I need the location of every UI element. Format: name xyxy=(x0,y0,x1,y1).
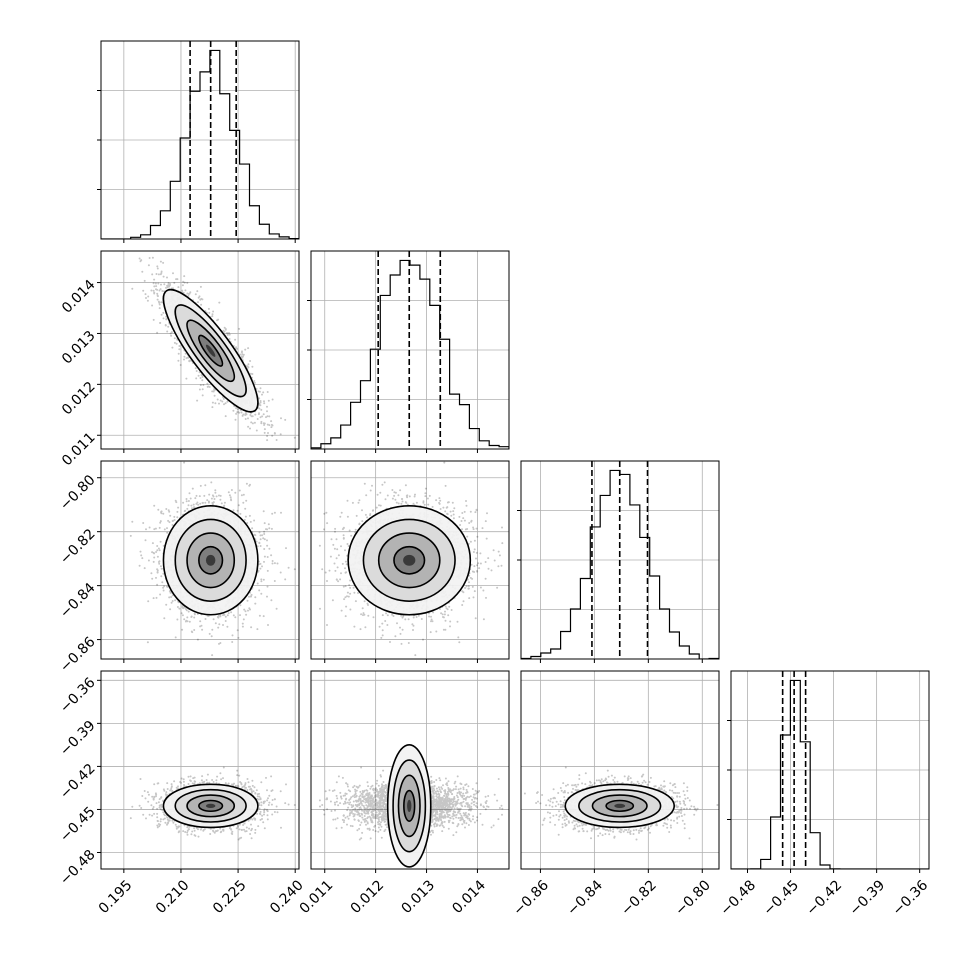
contours-p0-p2 xyxy=(162,504,259,616)
x-tick-label: 0.012 xyxy=(348,877,388,917)
panel-3-0: −0.48−0.45−0.42−0.39−0.36 0.195 0.210 0.225… xyxy=(57,670,307,917)
contours-p0-p3 xyxy=(162,783,259,829)
x-tick-label: 0.195 xyxy=(96,877,136,917)
panel-frame xyxy=(100,250,300,450)
panel-2-2 xyxy=(517,460,720,663)
contour-line xyxy=(186,532,236,589)
contours-p2-p3 xyxy=(564,783,676,829)
panel-3-3: −0.48 −0.45 −0.42 −0.39 −0.36 xyxy=(717,670,932,919)
y-tick-label: −0.45 xyxy=(57,804,99,846)
panel-frame xyxy=(310,250,510,450)
y-tick-label: −0.48 xyxy=(57,847,99,889)
x-tick-label: 0.225 xyxy=(210,877,250,917)
contour-line xyxy=(578,788,662,823)
panel-0-0 xyxy=(97,40,300,243)
panel-frame xyxy=(520,670,720,870)
contours-p1-p3 xyxy=(386,743,432,868)
contour-line xyxy=(347,504,472,616)
contour-line xyxy=(403,789,416,822)
contour-line xyxy=(397,774,421,838)
contour-line xyxy=(362,518,456,602)
x-tick-label: −0.42 xyxy=(804,877,846,919)
x-tick-label: −0.82 xyxy=(618,877,660,919)
contour-line xyxy=(377,532,441,589)
contour-line xyxy=(174,788,247,823)
panel-frame xyxy=(100,40,300,240)
x-tick-label: 0.013 xyxy=(398,877,438,917)
x-tick-label: −0.80 xyxy=(672,877,714,919)
panel-frame xyxy=(520,460,720,660)
panel-1-1 xyxy=(307,250,510,453)
contour-line xyxy=(174,304,247,398)
panel-3-1: 0.011 0.012 0.013 0.014 xyxy=(297,670,510,917)
histogram-p0 xyxy=(101,49,299,239)
contour-line xyxy=(605,799,635,813)
x-tick-label: −0.36 xyxy=(890,877,932,919)
x-tick-label: −0.86 xyxy=(510,877,552,919)
contour-line xyxy=(386,743,432,868)
y-tick-label: −0.36 xyxy=(57,675,99,717)
contour-line xyxy=(393,545,426,575)
contour-line xyxy=(198,334,224,367)
contour-line xyxy=(174,518,247,602)
panel-frame xyxy=(310,670,510,870)
y-tick-label: 0.013 xyxy=(59,328,99,368)
contour-line xyxy=(564,783,676,829)
contour-line xyxy=(162,504,259,616)
panel-frame xyxy=(730,670,930,870)
contour-line xyxy=(392,759,427,853)
x-tick-label: 0.011 xyxy=(297,877,337,917)
contour-line xyxy=(162,783,259,829)
contour-line xyxy=(198,545,224,575)
panel-frame xyxy=(100,460,300,660)
y-tick-label: −0.82 xyxy=(57,526,99,568)
contour-line xyxy=(186,794,236,818)
x-tick-label: −0.39 xyxy=(847,877,889,919)
x-tick-label: −0.45 xyxy=(761,877,803,919)
y-tick-label: 0.014 xyxy=(59,277,99,317)
contour-line xyxy=(591,794,648,818)
panel-1-0: 0.011 0.012 0.013 0.014 xyxy=(59,250,300,470)
y-tick-label: −0.80 xyxy=(57,472,99,514)
panel-frame xyxy=(310,460,510,660)
histogram-p3 xyxy=(731,679,929,869)
panel-frame xyxy=(100,670,300,870)
y-tick-label: 0.012 xyxy=(59,379,99,419)
panel-2-0: −0.86 −0.84 −0.82 −0.80 xyxy=(57,460,300,676)
x-tick-label: −0.84 xyxy=(564,877,606,919)
panel-3-2: −0.86 −0.84 −0.82 −0.80 xyxy=(510,670,720,919)
x-tick-label: 0.014 xyxy=(449,877,489,917)
x-tick-label: 0.210 xyxy=(153,877,193,917)
contour-line xyxy=(198,799,224,813)
panel-2-1 xyxy=(310,460,510,663)
x-tick-label: −0.48 xyxy=(717,877,759,919)
y-tick-label: −0.42 xyxy=(57,761,99,803)
contours-p1-p2 xyxy=(347,504,472,616)
y-tick-label: −0.84 xyxy=(57,580,99,622)
contours-p0-p1 xyxy=(162,288,259,413)
y-tick-label: −0.86 xyxy=(57,634,99,676)
contour-line xyxy=(186,319,236,383)
y-tick-label: −0.39 xyxy=(57,718,99,760)
contour-line xyxy=(162,288,259,413)
y-tick-label: 0.011 xyxy=(59,430,99,470)
